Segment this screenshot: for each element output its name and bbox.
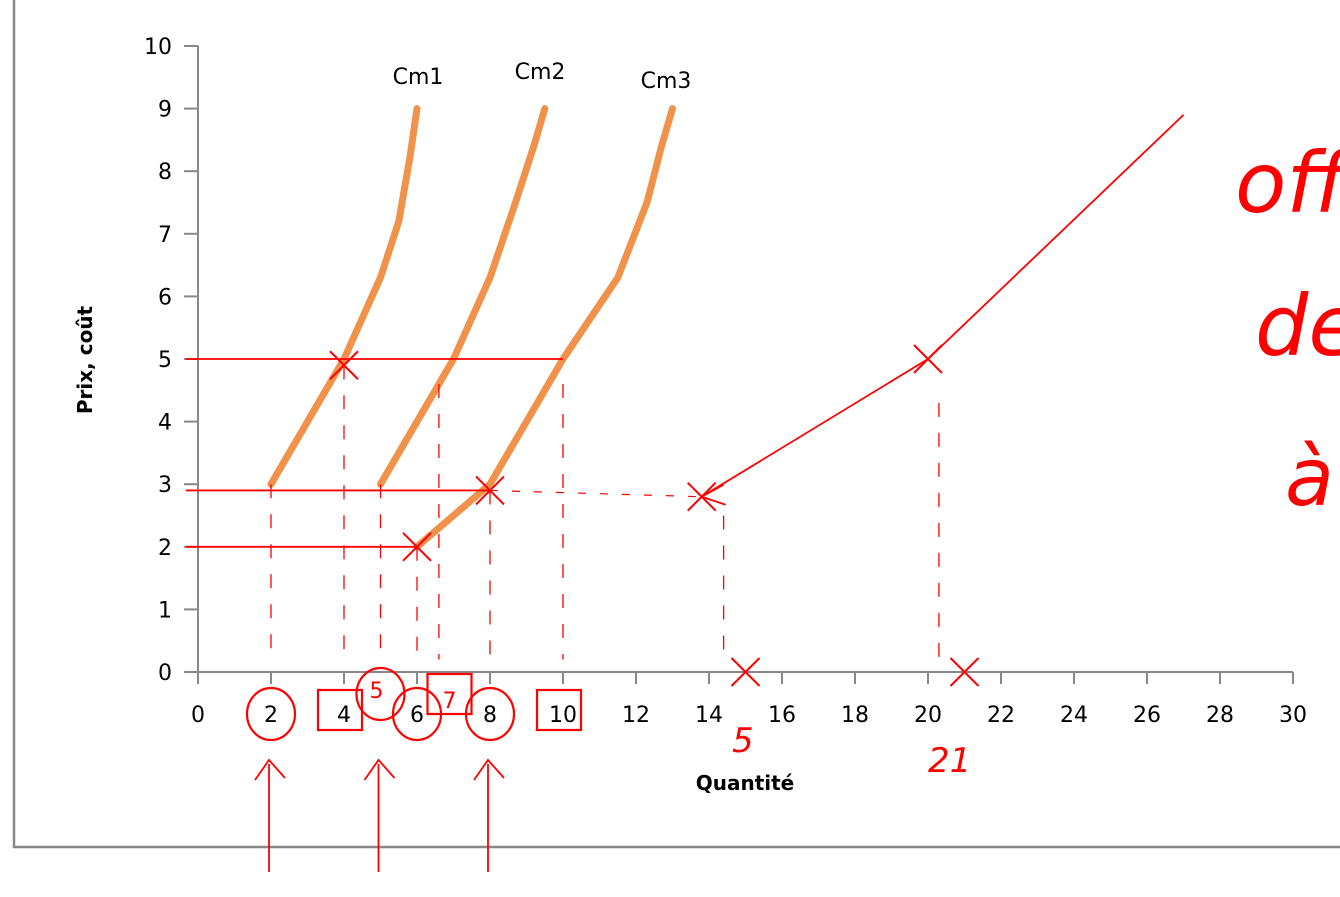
y-tick-label-5: 5 (158, 348, 172, 373)
y-tick-label-1: 1 (158, 598, 172, 623)
cross-mark-2 (475, 475, 505, 506)
box-mark-2 (535, 688, 583, 732)
box-mark-1 (426, 672, 473, 716)
series-line-cm1 (267, 105, 421, 488)
hand-number-5: 5 (370, 679, 384, 704)
x-tick-label-11: 22 (987, 703, 1015, 728)
circle-mark-1 (355, 666, 406, 722)
box-mark-0 (316, 688, 364, 732)
x-tick-label-15: 30 (1279, 703, 1307, 728)
annotation-text-de-l-in: de l'in (1255, 277, 1340, 375)
x-tick-label-3: 6 (410, 703, 424, 728)
y-tick-label-8: 8 (158, 160, 172, 185)
y-tick-label-2: 2 (158, 536, 172, 561)
annotation-text-offre: offre (1235, 134, 1340, 232)
x-axis-title: Quantité (696, 771, 795, 795)
supply-arrow-head (701, 483, 726, 506)
series-line-cm2 (377, 105, 549, 488)
chart-frame (12, 0, 1340, 849)
x-tick-label-2: 4 (337, 703, 351, 728)
annotation-text-a: à (1285, 431, 1334, 524)
hand-number-7: 7 (443, 689, 457, 714)
y-tick-label-3: 3 (158, 473, 172, 498)
x-tick-label-7: 14 (695, 703, 723, 728)
price-level-dashed-extension (489, 489, 702, 498)
annotation-text-21: 21 (928, 741, 971, 781)
cross-mark-3 (686, 482, 717, 512)
annotation-text-5: 5 (732, 721, 754, 761)
x-tick-label-10: 20 (914, 703, 942, 728)
up-arrow-1 (363, 758, 396, 872)
x-tick-label-6: 12 (622, 703, 650, 728)
y-axis-title: Prix, coût (73, 305, 97, 414)
x-tick-label-13: 26 (1133, 703, 1161, 728)
cross-mark-4 (913, 344, 943, 374)
y-tick-label-0: 0 (158, 661, 172, 686)
cross-mark-1 (402, 532, 432, 562)
y-tick-label-9: 9 (158, 98, 172, 123)
x-tick-label-9: 18 (841, 703, 869, 728)
up-arrow-2 (473, 758, 505, 872)
y-tick-label-6: 6 (158, 285, 172, 310)
x-tick-label-14: 28 (1206, 703, 1234, 728)
cross-mark-0 (329, 350, 359, 380)
x-tick-label-1: 2 (264, 703, 278, 728)
series-label-cm2: Cm2 (515, 60, 566, 85)
cross-mark-6 (949, 657, 980, 687)
x-tick-label-12: 24 (1060, 703, 1088, 728)
cross-mark-5 (730, 657, 761, 687)
up-arrow-0 (254, 758, 286, 872)
x-tick-label-8: 16 (768, 703, 796, 728)
x-tick-label-4: 8 (483, 703, 497, 728)
y-tick-label-4: 4 (158, 411, 172, 436)
series-label-cm1: Cm1 (393, 65, 444, 90)
series-label-cm3: Cm3 (641, 69, 692, 94)
y-tick-label-10: 10 (144, 35, 172, 60)
x-tick-label-0: 0 (191, 703, 205, 728)
circle-mark-0 (245, 686, 297, 742)
x-tick-label-5: 10 (549, 703, 577, 728)
y-tick-label-7: 7 (158, 223, 172, 248)
